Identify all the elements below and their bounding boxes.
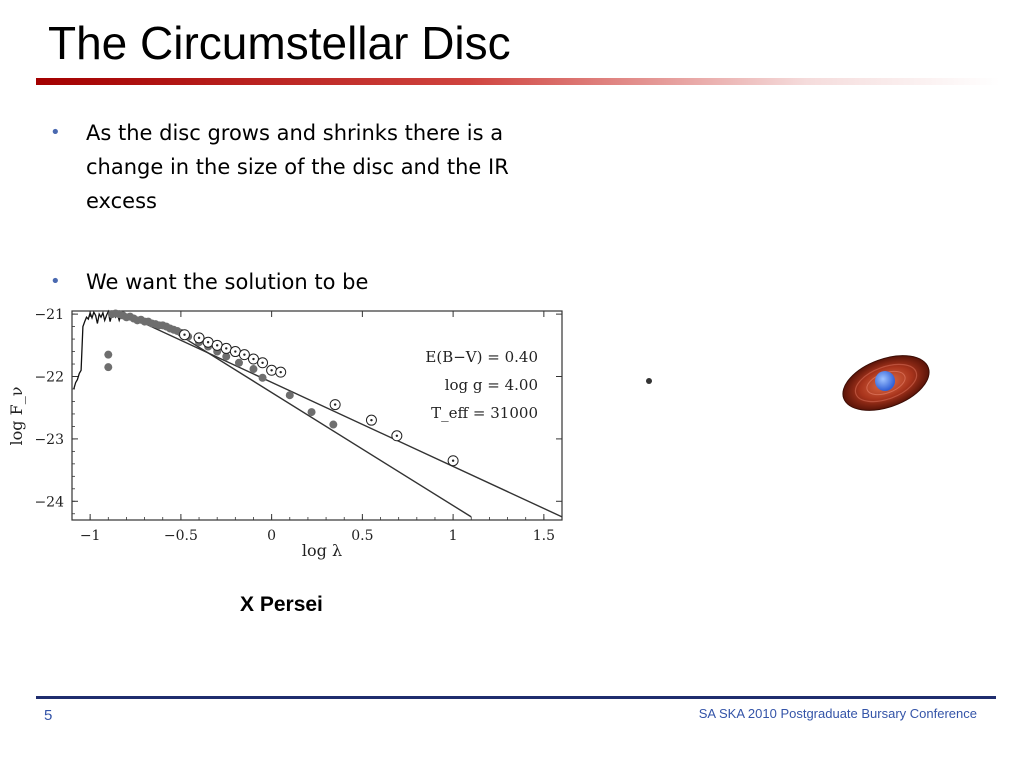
- chart-caption: X Persei: [240, 593, 323, 616]
- filled-data-point: [307, 408, 316, 417]
- bullet-list: • As the disc grows and shrinks there is…: [50, 116, 520, 299]
- bullet-text: We want the solution to be: [86, 270, 369, 294]
- filled-data-point: [258, 373, 267, 382]
- open-data-point-center: [370, 418, 373, 422]
- open-data-point-center: [225, 347, 228, 350]
- annotation-logg: log g = 4.00: [445, 376, 538, 394]
- sed-chart: −1 −0.5 0 0.5 1 1.5 −21 −22 −23 −24 E(B−V) = 0.40…: [7, 307, 563, 560]
- slide-title: The Circumstellar Disc: [48, 17, 511, 69]
- bullet-text: As the disc grows and shrinks there is a…: [86, 121, 509, 213]
- open-data-point-center: [234, 350, 237, 353]
- y-tick-label: −22: [34, 370, 64, 386]
- filled-data-point: [104, 350, 113, 359]
- open-data-point-center: [270, 369, 273, 372]
- x-tick-label: −1: [80, 528, 101, 544]
- footer-text: SA SKA 2010 Postgraduate Bursary Confere…: [698, 706, 977, 721]
- axis-layer: −1 −0.5 0 0.5 1 1.5 −21 −22 −23 −24: [34, 307, 562, 544]
- y-tick-label: −24: [34, 494, 64, 510]
- filled-data-point: [285, 391, 294, 400]
- star-dot: [646, 378, 652, 384]
- open-data-point-center: [197, 336, 201, 340]
- page-number: 5: [44, 707, 53, 724]
- filled-data-point: [329, 420, 338, 429]
- x-tick-label: 1.5: [533, 528, 555, 544]
- footer-rule: [36, 696, 996, 699]
- open-data-point-center: [333, 403, 337, 406]
- fit-line: [144, 322, 563, 518]
- open-data-point-center: [395, 434, 399, 437]
- open-data-point-center: [206, 340, 210, 344]
- x-tick-label: 0.5: [351, 528, 373, 544]
- bullet-item: • We want the solution to be: [50, 265, 520, 299]
- data-layer: [73, 309, 563, 518]
- open-data-point-center: [279, 370, 282, 374]
- chart-container: −1 −0.5 0 0.5 1 1.5 −21 −22 −23 −24 E(B−V) = 0.40…: [0, 300, 580, 570]
- filled-data-point: [234, 358, 243, 367]
- filled-data-point: [222, 352, 231, 361]
- open-data-point-center: [451, 459, 455, 462]
- bullet-dot-icon: •: [50, 271, 61, 292]
- open-data-point-center: [243, 353, 246, 356]
- annotation-ebv: E(B−V) = 0.40: [425, 348, 538, 366]
- open-data-point-center: [215, 344, 219, 347]
- star-with-disc-icon: [842, 355, 930, 411]
- bullet-item: • As the disc grows and shrinks there is…: [50, 116, 520, 218]
- open-data-point-center: [252, 357, 255, 361]
- y-tick-label: −23: [34, 432, 64, 448]
- x-tick-label: −0.5: [164, 528, 198, 544]
- y-tick-label: −21: [34, 307, 64, 323]
- title-rule: [36, 78, 1000, 85]
- x-tick-label: 1: [449, 528, 458, 544]
- fit-line: [180, 335, 472, 518]
- x-tick-label: 0: [267, 528, 276, 544]
- model-spectrum-line: [73, 309, 146, 390]
- open-data-point-center: [261, 361, 264, 364]
- open-data-point-center: [183, 333, 186, 336]
- plot-frame: [71, 310, 563, 521]
- bullet-dot-icon: •: [50, 122, 61, 143]
- annotation-teff: T_eff = 31000: [431, 404, 538, 422]
- y-axis-label: log F_ν: [7, 387, 26, 446]
- x-axis-label: log λ: [302, 541, 342, 560]
- filled-data-point: [104, 363, 113, 372]
- filled-data-point: [249, 365, 258, 374]
